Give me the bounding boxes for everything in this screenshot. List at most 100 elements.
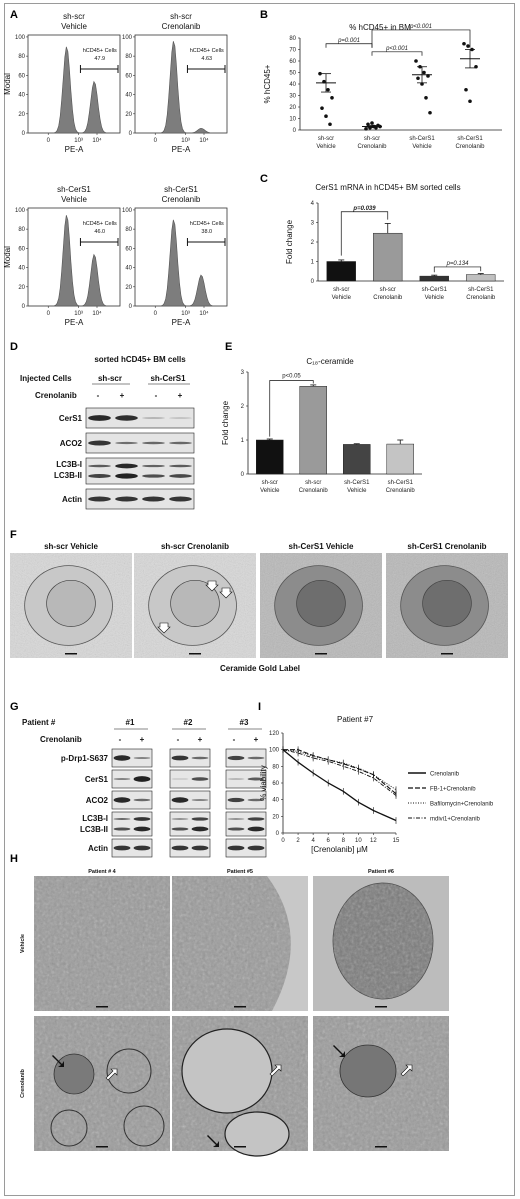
scale-bar [234,1146,246,1148]
blot-box [85,432,195,454]
treatment-sign: - [97,391,100,400]
significance-bracket [371,51,423,56]
em-image-texture [34,876,170,1011]
blot-band [191,756,209,760]
significance-bracket [340,211,389,256]
blot-row-label: Actin [88,844,108,853]
y-tick-label: 20 [272,814,279,820]
y-tick-label: 70 [289,48,296,54]
panel-c-title: CerS1 mRNA in hCD45+ BM sorted cells [315,183,460,192]
significance-label: p<0.001 [409,24,432,30]
patient-number: #3 [240,718,249,727]
histogram-title-line2: Crenolanib [162,22,201,31]
blot-band [142,441,165,445]
blot-band [142,496,165,502]
blot-band [247,756,265,760]
histogram-title-line1: sh-scr [170,12,192,21]
category-label-line2: Vehicle [425,295,445,301]
blot-row-label: LC3B-I [56,460,82,469]
blot-box [111,748,153,768]
x-tick-label: 10⁴ [92,310,102,317]
y-tick-label: 100 [122,208,133,214]
blot-band [169,441,192,445]
blot-band [171,797,189,803]
y-tick-label: 40 [289,82,296,88]
x-tick-label: 2 [296,838,300,844]
category-label-line2: Vehicle [332,295,352,301]
data-point [328,122,332,127]
y-axis-label: % viability [259,765,268,801]
significance-label: p=0.134 [446,261,470,267]
y-tick-label: 40 [125,93,132,99]
mitochondrion [50,1109,88,1147]
cell-texture [333,883,433,999]
category-label-line2: Crenolanib [386,488,416,494]
blot-band [169,417,192,419]
scale-bar [234,1006,246,1008]
blot-row-label: p-Drp1-S637 [61,754,109,763]
significance-bracket [371,29,471,48]
x-tick-label: 10⁴ [199,137,209,144]
category-label-line1: sh-scr [364,136,380,142]
bar [343,444,371,475]
gate-label: hCD45+ Cells [83,48,117,54]
panel-e-title: C₁₈-ceramide [306,357,354,366]
treatment-sign: + [178,391,183,400]
blot-row-label: CerS1 [59,414,83,423]
histogram-curve [28,215,120,307]
x-tick-label: 10⁴ [199,310,209,317]
blot-box [111,811,153,837]
blot-band [247,826,265,832]
panel-d-western-blot: sorted hCD45+ BM cells Injected Cells sh-s… [20,355,195,510]
histogram-title-line1: sh-scr [63,12,85,21]
blot-band [115,473,138,479]
data-point [422,70,426,75]
bar [299,386,327,475]
bar [466,274,496,282]
blot-box [169,748,211,768]
white-arrow [105,1068,118,1081]
data-point [330,96,334,100]
y-tick-label: 80 [18,227,25,233]
cell-nucleus [46,579,96,627]
data-point [414,59,418,63]
category-label-line2: Vehicle [260,488,280,494]
panel-h-em-images: Patient # 4 Patient #5 Patient #6 Vehicle Cr… [20,869,449,1157]
blot-box [225,790,267,810]
patient-number: #2 [184,718,193,727]
legend-label: Bafilomycin+Crenolanib [430,802,494,808]
y-tick-label: 60 [18,73,25,79]
blot-band [133,776,151,782]
blot-band [227,845,245,851]
row-title: Vehicle [20,934,26,953]
x-tick-label: 10 [355,838,362,844]
data-point [326,87,330,92]
bar [419,275,449,282]
y-tick-label: 100 [15,208,26,214]
panel-i-line-chart: 0 20 40 60 80 100 120 0 2 4 6 8 10 12 15 [Crenolanib] μ… [259,731,494,854]
histogram-title-line2: Vehicle [61,22,87,31]
blot-box [111,769,153,789]
blot-band [169,496,192,502]
y-tick-label: 50 [289,71,296,77]
treatment-sign: + [254,735,259,744]
blot-box [169,790,211,810]
significance-bracket [325,43,373,48]
category-label-line1: sh-scr [333,287,349,293]
x-tick-label: 15 [393,838,400,844]
blot-row-label: LC3B-II [54,471,82,480]
scale-bar [375,1146,387,1148]
category-label-line1: sh-CerS1 [409,136,435,142]
data-point [466,44,470,48]
white-arrow [269,1064,282,1077]
blot-band [191,799,209,801]
em-image-texture [34,1016,170,1151]
y-tick-label: 120 [269,731,280,737]
blot-band [88,415,111,421]
data-point [364,127,368,131]
blot-box [85,488,195,510]
white-arrow [205,580,219,592]
panel-label-b: B [260,9,268,21]
blot-band [171,827,189,831]
